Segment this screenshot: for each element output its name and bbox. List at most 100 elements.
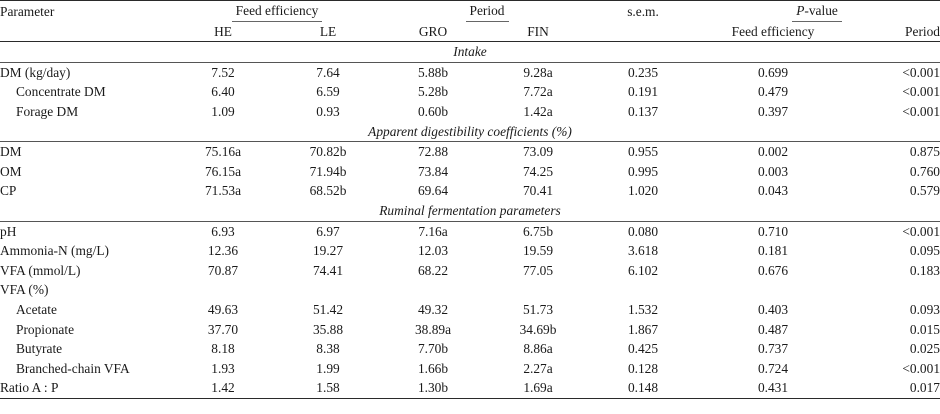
value-sem: 1.020 bbox=[627, 183, 659, 199]
value-sem: 0.995 bbox=[627, 163, 659, 179]
row-label: OM bbox=[0, 163, 22, 179]
value-fin: 73.09 bbox=[522, 144, 554, 160]
row-label: Acetate bbox=[16, 301, 57, 317]
header-gro: GRO bbox=[382, 21, 485, 43]
value-sem: 0.425 bbox=[627, 341, 659, 357]
header-fin: FIN bbox=[484, 21, 593, 43]
table-row: DM 75.16a 70.82b 72.88 73.09 0.955 0.002 0.875 bbox=[0, 142, 940, 162]
header-period-group: Period bbox=[382, 0, 593, 22]
pvalue-period: 0.015 bbox=[909, 321, 940, 337]
value-gro: 72.88 bbox=[417, 144, 449, 160]
pvalue-feed-efficiency: 0.724 bbox=[757, 360, 789, 376]
section-header-row: Ruminal fermentation parameters bbox=[0, 200, 940, 222]
row-label: VFA (%) bbox=[0, 282, 49, 298]
row-label: CP bbox=[0, 183, 17, 199]
value-gro: 68.22 bbox=[417, 262, 449, 278]
header-sem: s.e.m. bbox=[592, 0, 695, 22]
value-sem: 0.128 bbox=[627, 360, 659, 376]
section-title: Apparent digestibility coefficients (%) bbox=[0, 121, 940, 143]
pvalue-period: <0.001 bbox=[902, 223, 940, 239]
pvalue-feed-efficiency: 0.710 bbox=[757, 223, 789, 239]
header-row-1: Parameter Feed efficiency Period s.e.m. … bbox=[0, 0, 940, 22]
row-label: pH bbox=[0, 223, 17, 239]
value-gro: 69.64 bbox=[417, 183, 449, 199]
table-row: Concentrate DM 6.40 6.59 5.28b 7.72a 0.191 0.4… bbox=[0, 82, 940, 102]
pvalue-period: <0.001 bbox=[902, 84, 940, 100]
value-le: 74.41 bbox=[312, 262, 344, 278]
table-row: CP 71.53a 68.52b 69.64 70.41 1.020 0.043 0.579 bbox=[0, 181, 940, 201]
table-row: Ammonia-N (mg/L) 12.36 19.27 12.03 19.59 3.61… bbox=[0, 241, 940, 261]
value-he: 8.18 bbox=[211, 341, 235, 357]
pvalue-feed-efficiency: 0.403 bbox=[757, 301, 789, 317]
table-row: Branched-chain VFA 1.93 1.99 1.66b 2.27a 0.12… bbox=[0, 359, 940, 379]
value-gro: 5.88b bbox=[417, 64, 449, 80]
table-row: Butyrate 8.18 8.38 7.70b 8.86a 0.425 0.737 0.02… bbox=[0, 339, 940, 359]
header-row-2: HE LE GRO FIN Feed efficiency Period bbox=[0, 21, 940, 43]
value-sem: 3.618 bbox=[627, 243, 659, 259]
row-label: DM bbox=[0, 144, 22, 160]
pvalue-period: 0.760 bbox=[909, 163, 940, 179]
value-he: 70.87 bbox=[207, 262, 239, 278]
table-row: Acetate 49.63 51.42 49.32 51.73 1.532 0.403 0.0… bbox=[0, 300, 940, 320]
value-fin: 51.73 bbox=[522, 301, 554, 317]
pvalue-feed-efficiency: 0.397 bbox=[757, 103, 789, 119]
value-fin: 77.05 bbox=[522, 262, 554, 278]
value-sem: 0.148 bbox=[592, 378, 695, 399]
pvalue-period: 0.017 bbox=[852, 378, 940, 399]
pvalue-period bbox=[852, 280, 940, 300]
value-le: 1.58 bbox=[274, 378, 383, 399]
pvalue-feed-efficiency: 0.003 bbox=[757, 163, 789, 179]
value-gro: 49.32 bbox=[417, 301, 449, 317]
value-gro bbox=[382, 280, 484, 300]
pvalue-feed-efficiency: 0.431 bbox=[694, 378, 853, 399]
row-label: Propionate bbox=[16, 321, 75, 337]
header-p-period: Period bbox=[852, 21, 940, 43]
pvalue-period: 0.093 bbox=[909, 301, 940, 317]
value-sem: 6.102 bbox=[627, 262, 659, 278]
value-he: 1.09 bbox=[211, 103, 235, 119]
value-fin: 19.59 bbox=[522, 243, 554, 259]
pvalue-feed-efficiency: 0.181 bbox=[757, 243, 789, 259]
value-gro: 73.84 bbox=[417, 163, 449, 179]
value-le: 1.99 bbox=[316, 360, 340, 376]
table-row: pH 6.93 6.97 7.16a 6.75b 0.080 0.710 <0.001 bbox=[0, 221, 940, 241]
table-body: Intake DM (kg/day) 7.52 7.64 5.88b 9.28a 0.235… bbox=[0, 41, 940, 399]
value-fin: 1.69a bbox=[484, 378, 593, 399]
header-p-feed: Feed efficiency bbox=[694, 21, 853, 43]
header-pvalue-p: P bbox=[796, 3, 805, 18]
value-fin: 70.41 bbox=[522, 183, 554, 199]
row-label: DM (kg/day) bbox=[0, 64, 71, 80]
section-header-row: Intake bbox=[0, 41, 940, 63]
row-label: Branched-chain VFA bbox=[16, 360, 130, 376]
pvalue-period: 0.183 bbox=[909, 262, 940, 278]
row-label: Ammonia-N (mg/L) bbox=[0, 243, 109, 259]
value-le: 0.93 bbox=[316, 103, 340, 119]
value-he: 71.53a bbox=[204, 183, 242, 199]
pvalue-feed-efficiency: 0.002 bbox=[757, 144, 789, 160]
table-row: Ratio A : P 1.42 1.58 1.30b 1.69a 0.148 0.431 0… bbox=[0, 378, 940, 399]
pvalue-period: <0.001 bbox=[902, 103, 940, 119]
value-sem: 0.191 bbox=[627, 84, 659, 100]
row-label: VFA (mmol/L) bbox=[0, 262, 81, 278]
value-le: 7.64 bbox=[316, 64, 340, 80]
value-le: 6.59 bbox=[316, 84, 340, 100]
value-sem: 0.080 bbox=[627, 223, 659, 239]
header-pvalue-rest: -value bbox=[804, 3, 838, 18]
value-he: 49.63 bbox=[207, 301, 239, 317]
value-he: 37.70 bbox=[207, 321, 239, 337]
value-he bbox=[172, 280, 274, 300]
results-table: Parameter Feed efficiency Period s.e.m. … bbox=[0, 0, 940, 399]
header-pvalue-group: P-value bbox=[694, 0, 940, 22]
pvalue-period: 0.025 bbox=[909, 341, 940, 357]
value-sem: 1.532 bbox=[627, 301, 659, 317]
section-header-row: Apparent digestibility coefficients (%) bbox=[0, 121, 940, 143]
pvalue-feed-efficiency bbox=[694, 280, 852, 300]
pvalue-feed-efficiency: 0.043 bbox=[757, 183, 789, 199]
value-gro: 7.70b bbox=[417, 341, 449, 357]
value-gro: 1.66b bbox=[417, 360, 449, 376]
value-sem bbox=[592, 280, 694, 300]
table-row: DM (kg/day) 7.52 7.64 5.88b 9.28a 0.235 0.699 <… bbox=[0, 62, 940, 82]
pvalue-period: 0.095 bbox=[909, 243, 940, 259]
row-label: Forage DM bbox=[16, 103, 79, 119]
